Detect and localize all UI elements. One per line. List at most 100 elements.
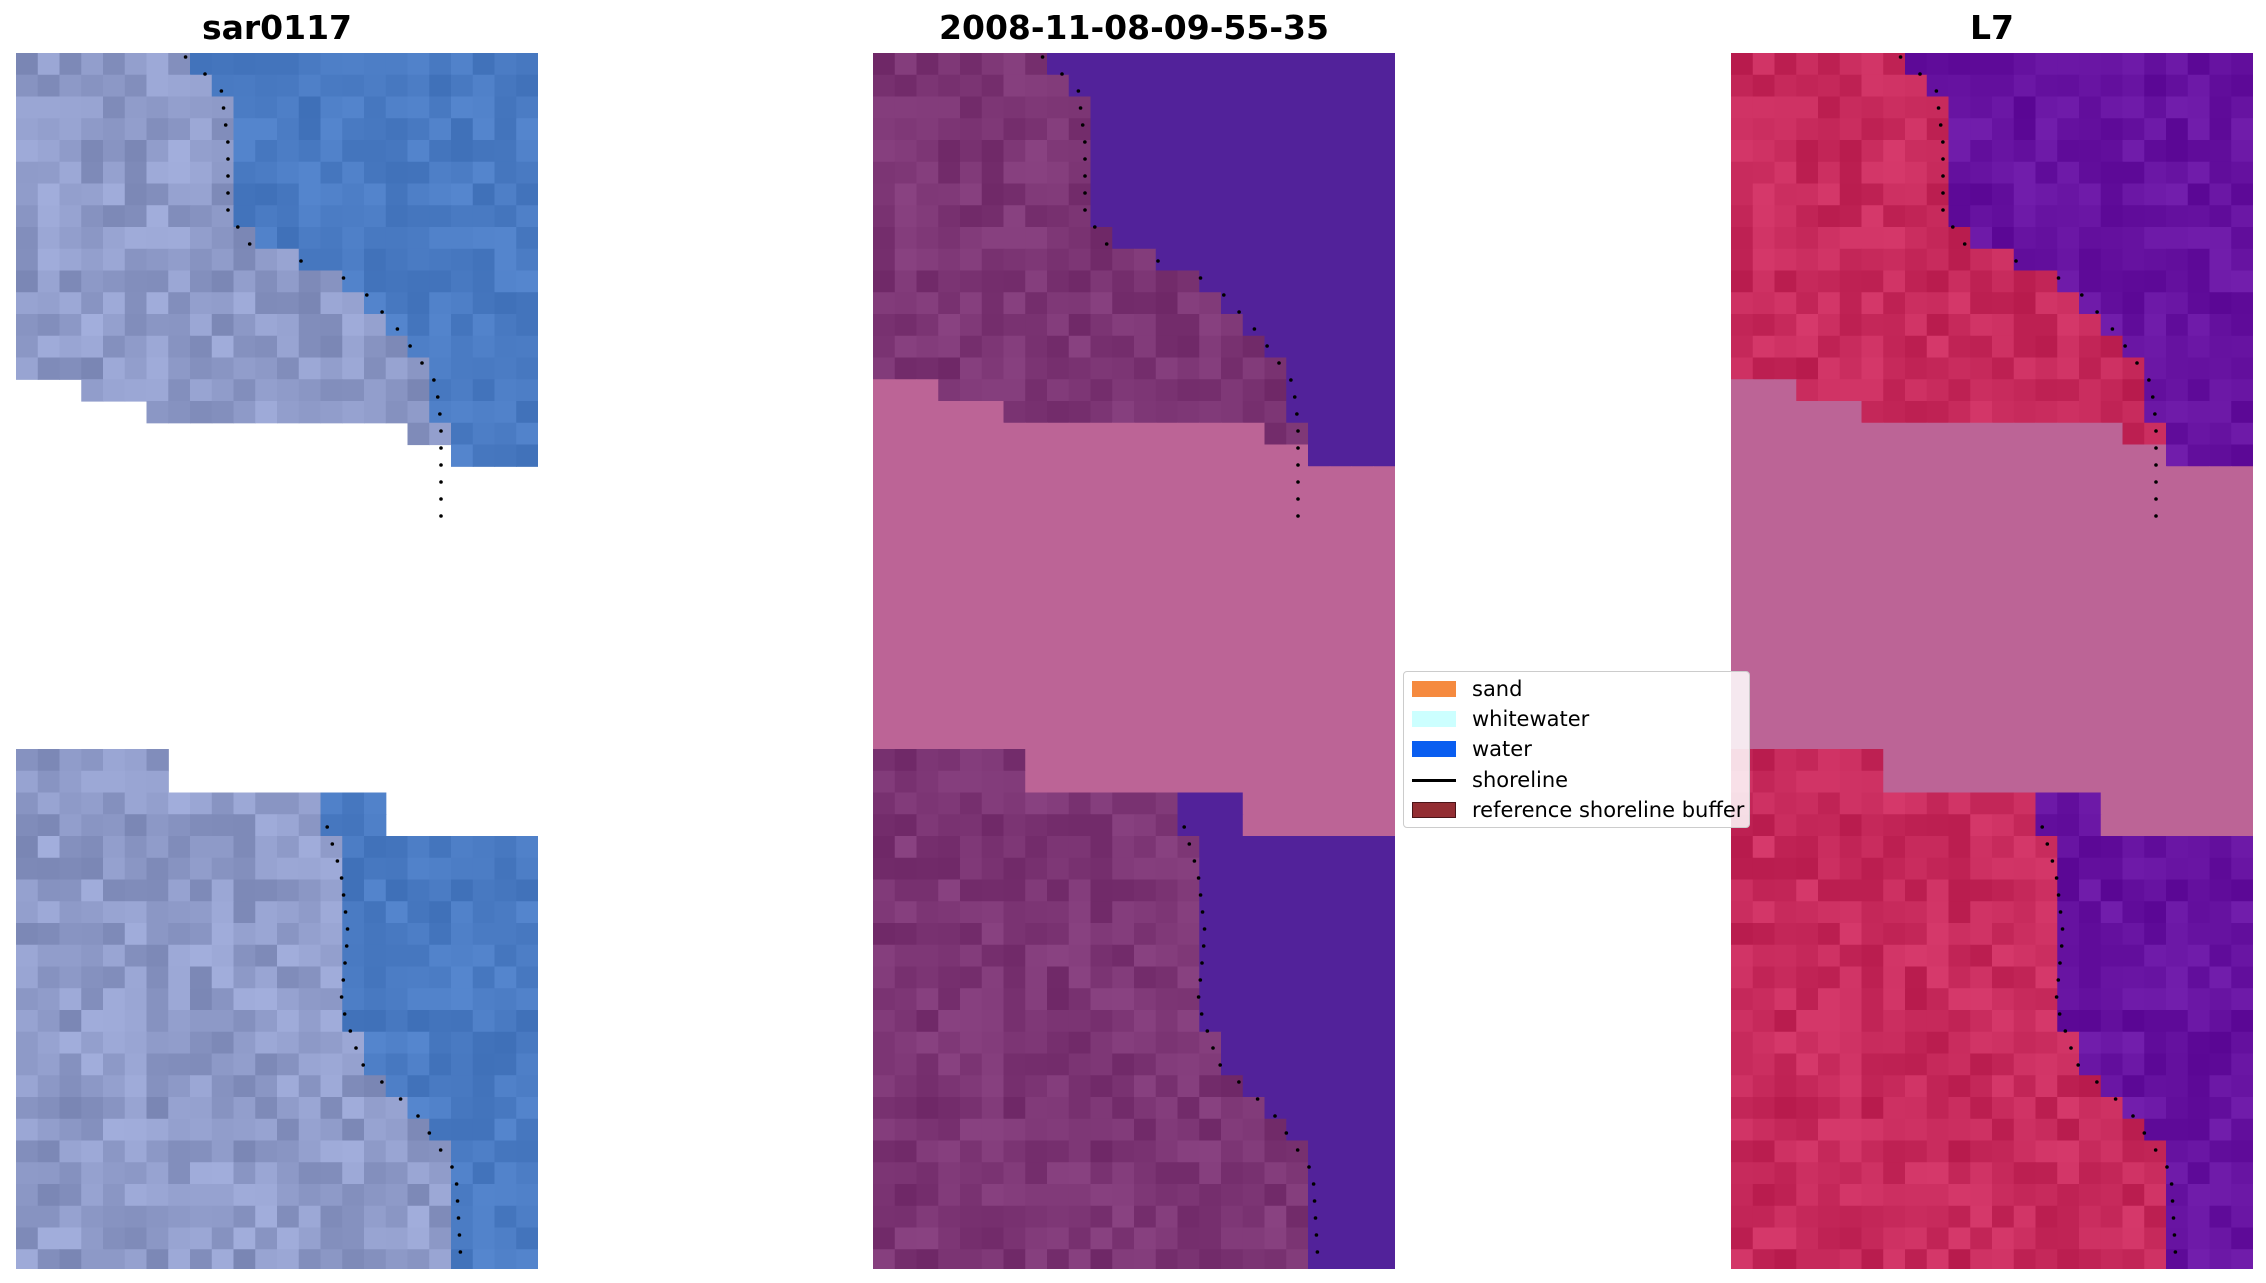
water-pixel <box>320 74 343 98</box>
land-pixel <box>1286 1227 1309 1250</box>
masked-pixel <box>2035 705 2058 728</box>
land-pixel <box>255 401 278 424</box>
masked-pixel <box>894 662 918 685</box>
land-pixel <box>1905 792 1928 815</box>
shoreline-point <box>450 1165 454 1169</box>
water-pixel <box>1242 966 1266 989</box>
land-pixel <box>1112 988 1135 1011</box>
water-pixel <box>2187 227 2211 250</box>
land-pixel <box>124 770 148 794</box>
water-pixel <box>1090 205 1113 228</box>
land-pixel <box>894 1097 918 1120</box>
water-pixel <box>1351 248 1374 272</box>
land-pixel <box>1796 161 1819 185</box>
land-pixel <box>1883 183 1906 206</box>
masked-pixel <box>1351 640 1374 663</box>
land-pixel <box>1818 1010 1841 1033</box>
shoreline-point <box>1962 242 1967 246</box>
land-pixel <box>298 923 322 946</box>
water-pixel <box>472 292 496 315</box>
land-pixel <box>1025 1227 1048 1250</box>
water-pixel <box>451 205 474 228</box>
water-pixel <box>472 1140 496 1163</box>
water-pixel <box>1329 401 1353 424</box>
land-pixel <box>146 749 169 772</box>
masked-pixel <box>2144 553 2167 576</box>
land-pixel <box>1883 923 1906 946</box>
land-pixel <box>81 1053 104 1076</box>
water-pixel <box>451 53 474 76</box>
land-pixel <box>233 248 256 272</box>
land-pixel <box>37 770 61 794</box>
land-pixel <box>81 314 104 337</box>
land-pixel <box>103 1162 126 1185</box>
land-pixel <box>1948 401 1971 424</box>
water-pixel <box>320 227 343 250</box>
land-pixel <box>960 96 983 119</box>
land-pixel <box>1818 1118 1841 1142</box>
water-pixel <box>494 444 517 467</box>
masked-pixel <box>1926 444 1950 467</box>
masked-pixel <box>2144 683 2167 707</box>
land-pixel <box>1774 1097 1797 1120</box>
land-pixel <box>1948 1184 1971 1207</box>
land-pixel <box>1796 227 1819 250</box>
land-pixel <box>407 401 430 424</box>
masked-pixel <box>2035 596 2058 620</box>
water-pixel <box>2187 901 2211 924</box>
land-pixel <box>1948 792 1971 815</box>
water-pixel <box>342 53 365 76</box>
land-pixel <box>1731 118 1754 141</box>
water-pixel <box>1308 74 1331 98</box>
land-pixel <box>1774 879 1797 902</box>
water-pixel <box>364 292 387 315</box>
land-pixel <box>1731 1205 1754 1229</box>
water-pixel <box>1199 857 1222 881</box>
land-pixel <box>2035 357 2058 380</box>
masked-pixel <box>960 422 983 446</box>
land-pixel <box>1731 74 1754 98</box>
land-pixel <box>2035 379 2058 402</box>
masked-pixel <box>2144 618 2167 641</box>
shoreline-point <box>1295 1148 1300 1152</box>
masked-pixel <box>1926 596 1950 620</box>
shoreline-point <box>1104 242 1109 246</box>
water-pixel <box>1286 1075 1309 1098</box>
water-pixel <box>407 857 430 881</box>
land-pixel <box>1047 814 1070 837</box>
land-pixel <box>1883 161 1906 185</box>
water-pixel <box>2231 1227 2253 1250</box>
land-pixel <box>1861 857 1884 881</box>
land-pixel <box>1796 1031 1819 1055</box>
land-pixel <box>1992 1227 2015 1250</box>
land-pixel <box>364 1184 387 1207</box>
land-pixel <box>1090 357 1113 380</box>
masked-pixel <box>894 509 918 533</box>
water-pixel <box>1264 857 1287 881</box>
land-pixel <box>873 901 896 924</box>
land-pixel <box>1112 379 1135 402</box>
water-pixel <box>1351 53 1374 76</box>
land-pixel <box>1199 1162 1222 1185</box>
land-pixel <box>81 836 104 859</box>
water-pixel <box>1177 118 1200 141</box>
land-pixel <box>1155 1205 1179 1229</box>
masked-pixel <box>2231 553 2253 576</box>
water-pixel <box>2231 183 2253 206</box>
land-pixel <box>2035 401 2058 424</box>
land-pixel <box>342 1075 365 1098</box>
land-pixel <box>1177 1227 1200 1250</box>
land-pixel <box>1025 923 1048 946</box>
water-pixel <box>1177 814 1200 837</box>
land-pixel <box>894 857 918 881</box>
land-pixel <box>2100 1162 2124 1185</box>
land-pixel <box>1134 901 1157 924</box>
land-pixel <box>1731 901 1754 924</box>
land-pixel <box>1242 1118 1266 1142</box>
masked-pixel <box>2100 422 2124 446</box>
water-pixel <box>2079 879 2102 902</box>
masked-pixel <box>1752 531 1776 554</box>
masked-pixel <box>1351 596 1374 620</box>
land-pixel <box>873 1053 896 1076</box>
shoreline-point <box>1198 276 1203 280</box>
